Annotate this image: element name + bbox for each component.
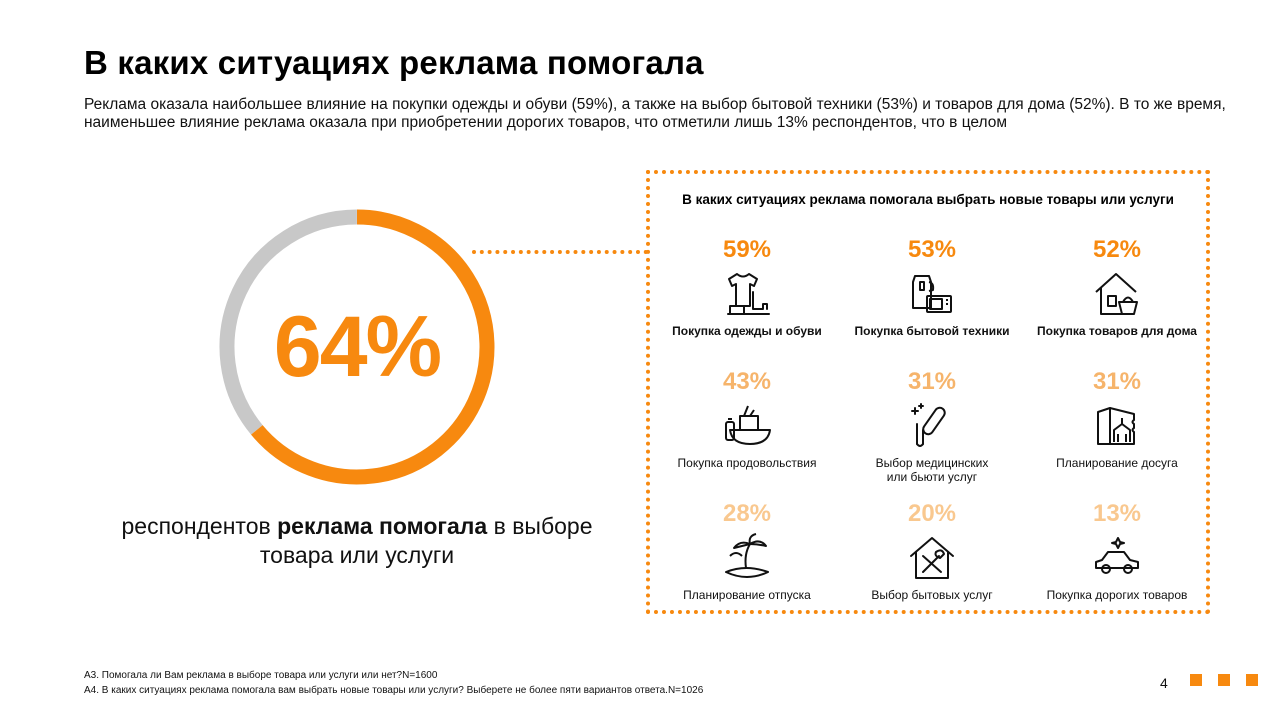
groceries-icon [725, 405, 771, 445]
caption-text-pre: респондентов [121, 513, 278, 539]
item-label: Планирование отпуска [683, 588, 811, 602]
item-groceries: 43% Покупка продовольствия [654, 368, 840, 496]
footnote-a4: А4. В каких ситуациях реклама помогала в… [84, 685, 704, 696]
item-percent: 31% [1092, 368, 1142, 395]
page-number: 4 [1160, 675, 1168, 691]
item-label: Покупка одежды и обуви [672, 324, 822, 338]
repair-services-icon [910, 537, 954, 579]
item-percent: 31% [907, 368, 957, 395]
home-goods-icon [1095, 273, 1138, 315]
item-label: Выбор медицинских или бьюти услуг [835, 456, 1029, 484]
item-percent: 13% [1092, 500, 1142, 527]
item-vacation: 28% Планирование отпуска [654, 500, 840, 628]
item-clothes: 59% Покупка одежды и обуви [654, 236, 840, 364]
donut-value-label: 64% [273, 298, 442, 395]
beauty-icon [911, 403, 946, 447]
page-title: В каких ситуациях реклама помогала [84, 44, 704, 81]
item-percent: 52% [1092, 236, 1142, 263]
caption-text-post: в выборе товара или услуги [259, 513, 593, 568]
page-subtitle: Реклама оказала наибольшее влияние на по… [84, 96, 1226, 131]
donut-value-segment [251, 209, 495, 485]
donut-svg [219, 209, 495, 485]
car-icon [1095, 537, 1139, 574]
item-percent: 28% [722, 500, 772, 527]
item-label-line-2: или бьюти услуг [886, 470, 978, 484]
item-appliances: 53% Покупка бытовой техники [839, 236, 1025, 364]
item-leisure: 31% Планирование досуга [1024, 368, 1210, 496]
clothes-icon [727, 273, 770, 315]
caption-text-bold: реклама помогала [277, 513, 488, 539]
decor-square-3 [1246, 674, 1258, 686]
item-label: Покупка бытовой техники [854, 324, 1010, 338]
item-label: Покупка товаров для дома [1037, 324, 1197, 338]
item-home-goods: 52% Покупка товаров для дома [1024, 236, 1210, 364]
item-label: Выбор бытовых услуг [871, 588, 993, 602]
item-percent: 59% [722, 236, 772, 263]
item-label: Покупка продовольствия [677, 456, 817, 470]
item-label-line-1: Выбор медицинских [875, 456, 989, 470]
decor-square-2 [1218, 674, 1230, 686]
vacation-icon [725, 533, 769, 578]
decor-square-1 [1190, 674, 1202, 686]
item-beauty: 31% Выбор медицинских или бьюти услуг [839, 368, 1025, 496]
panel-title: В каких ситуациях реклама помогала выбра… [682, 192, 1174, 207]
item-percent: 43% [722, 368, 772, 395]
dotted-connector [472, 250, 648, 254]
situations-panel: В каких ситуациях реклама помогала выбра… [646, 170, 1210, 614]
appliances-icon [912, 275, 952, 313]
footnote-a3: А3. Помогала ли Вам реклама в выборе тов… [84, 670, 438, 681]
donut-chart: 64% [214, 204, 500, 490]
item-percent: 20% [907, 500, 957, 527]
item-repair-services: 20% Выбор бытовых услуг [839, 500, 1025, 628]
donut-caption: респондентов реклама помогала в выборе т… [120, 512, 594, 570]
item-label: Планирование досуга [1056, 456, 1178, 470]
leisure-icon [1097, 407, 1135, 445]
item-percent: 53% [907, 236, 957, 263]
item-expensive-goods: 13% Покупка дорогих товаров [1024, 500, 1210, 628]
donut-remainder-segment [219, 209, 357, 435]
item-label: Покупка дорогих товаров [1046, 588, 1188, 602]
